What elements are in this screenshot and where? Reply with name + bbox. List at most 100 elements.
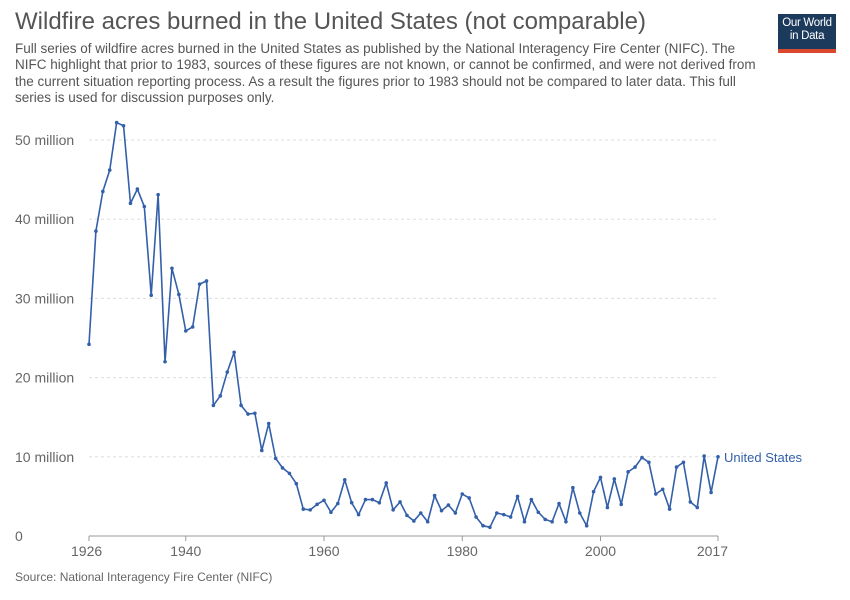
- data-point[interactable]: [391, 508, 395, 512]
- data-point[interactable]: [681, 460, 686, 465]
- data-point[interactable]: [640, 455, 644, 460]
- data-point[interactable]: [294, 481, 299, 486]
- data-point[interactable]: [170, 266, 174, 271]
- data-point[interactable]: [342, 477, 347, 482]
- data-point[interactable]: [432, 493, 437, 498]
- data-point[interactable]: [183, 329, 188, 333]
- data-point[interactable]: [446, 503, 451, 507]
- data-point[interactable]: [177, 292, 181, 297]
- data-point[interactable]: [398, 500, 402, 504]
- data-point[interactable]: [128, 201, 133, 206]
- data-point[interactable]: [591, 489, 596, 494]
- data-point[interactable]: [425, 519, 430, 524]
- source-note: Source: National Interagency Fire Center…: [15, 570, 273, 584]
- data-point[interactable]: [481, 523, 485, 528]
- data-point[interactable]: [508, 515, 513, 519]
- data-point[interactable]: [653, 492, 658, 496]
- data-point[interactable]: [114, 120, 119, 125]
- data-point[interactable]: [266, 421, 271, 426]
- data-point[interactable]: [467, 496, 471, 500]
- data-point[interactable]: [543, 517, 547, 522]
- chart-subtitle: Full series of wildfire acres burned in …: [15, 41, 756, 106]
- data-point[interactable]: [529, 497, 534, 502]
- data-point[interactable]: [550, 519, 554, 524]
- data-point[interactable]: [647, 460, 651, 465]
- data-point[interactable]: [695, 505, 700, 510]
- data-point[interactable]: [232, 350, 236, 355]
- data-point[interactable]: [453, 511, 458, 515]
- data-point[interactable]: [280, 466, 285, 470]
- data-point[interactable]: [329, 510, 333, 515]
- data-point[interactable]: [474, 515, 478, 519]
- data-point[interactable]: [315, 502, 319, 507]
- data-point[interactable]: [488, 525, 492, 530]
- data-point[interactable]: [536, 510, 541, 515]
- data-point[interactable]: [564, 519, 568, 524]
- data-point[interactable]: [301, 507, 306, 511]
- data-point[interactable]: [107, 168, 112, 172]
- data-point[interactable]: [439, 508, 444, 513]
- data-point[interactable]: [716, 455, 720, 459]
- data-point[interactable]: [571, 485, 575, 490]
- data-point[interactable]: [336, 501, 340, 506]
- data-point[interactable]: [287, 471, 292, 476]
- data-point[interactable]: [405, 513, 409, 518]
- data-point[interactable]: [709, 490, 713, 495]
- data-point[interactable]: [135, 187, 140, 191]
- data-point[interactable]: [495, 511, 499, 515]
- data-point[interactable]: [121, 123, 126, 128]
- data-point[interactable]: [225, 370, 230, 374]
- data-point[interactable]: [370, 497, 375, 502]
- data-point[interactable]: [190, 325, 195, 329]
- data-point[interactable]: [349, 500, 354, 505]
- data-point[interactable]: [577, 511, 582, 515]
- data-point[interactable]: [246, 412, 250, 416]
- data-point[interactable]: [149, 293, 154, 298]
- data-point[interactable]: [239, 403, 243, 408]
- data-point[interactable]: [501, 512, 506, 517]
- data-point[interactable]: [377, 500, 382, 505]
- data-point[interactable]: [633, 465, 637, 469]
- data-point[interactable]: [94, 229, 98, 233]
- data-point[interactable]: [322, 498, 326, 503]
- data-point[interactable]: [356, 512, 361, 517]
- data-point[interactable]: [163, 359, 167, 364]
- x-tick-label: 1940: [170, 543, 201, 559]
- data-point[interactable]: [197, 282, 202, 286]
- data-point[interactable]: [412, 519, 416, 523]
- data-point[interactable]: [522, 519, 527, 524]
- data-point[interactable]: [211, 403, 216, 408]
- data-point[interactable]: [557, 501, 561, 506]
- data-point[interactable]: [253, 411, 257, 416]
- gridlines: [89, 139, 718, 458]
- series-group: United States: [87, 120, 803, 530]
- data-point[interactable]: [612, 477, 617, 481]
- data-point[interactable]: [218, 394, 223, 398]
- data-point[interactable]: [515, 494, 520, 499]
- data-point[interactable]: [260, 448, 264, 453]
- data-point[interactable]: [363, 497, 368, 502]
- data-point[interactable]: [142, 204, 147, 209]
- data-point[interactable]: [626, 470, 630, 474]
- data-point[interactable]: [688, 500, 693, 504]
- data-point[interactable]: [156, 192, 160, 197]
- data-point[interactable]: [87, 342, 91, 347]
- data-point[interactable]: [204, 279, 209, 283]
- data-point[interactable]: [584, 523, 589, 528]
- data-point[interactable]: [702, 454, 706, 458]
- data-point[interactable]: [605, 505, 610, 510]
- data-point[interactable]: [667, 507, 672, 511]
- data-point[interactable]: [101, 189, 105, 194]
- data-point[interactable]: [660, 487, 665, 492]
- data-point[interactable]: [460, 492, 465, 496]
- owid-logo[interactable]: Our World in Data: [778, 14, 836, 53]
- data-point[interactable]: [384, 481, 389, 485]
- data-point[interactable]: [598, 475, 603, 480]
- data-point[interactable]: [308, 508, 312, 512]
- x-tick-label: 2017: [697, 543, 728, 559]
- data-point[interactable]: [674, 465, 679, 469]
- data-point[interactable]: [418, 511, 423, 515]
- data-point[interactable]: [273, 456, 278, 461]
- data-point[interactable]: [619, 502, 624, 507]
